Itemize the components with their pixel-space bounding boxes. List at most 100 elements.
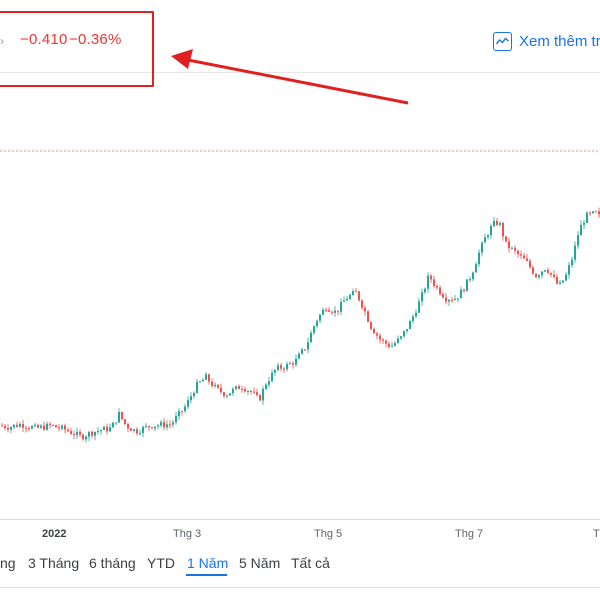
candle-body [250,390,252,392]
candle-body [1,425,3,427]
range-3-months[interactable]: 3 Tháng [28,555,80,571]
candle-body [559,282,561,284]
candle-body [304,349,306,351]
candle-body [151,427,153,429]
candle-body [220,387,222,393]
candle-body [487,235,489,238]
candle-body [238,386,240,389]
candle-body [460,289,462,299]
candle-body [568,265,570,275]
candle-body [571,259,573,266]
candle-body [496,220,498,225]
candle-body [124,419,126,425]
candle-body [319,314,321,321]
candle-body [433,279,435,286]
candle-body [508,241,510,249]
candle-body [325,309,327,311]
candle-body [382,339,384,341]
candle-body [175,416,177,423]
candle-body [274,369,276,373]
candle-body [97,430,99,432]
candle-body [205,374,207,380]
candle-body [349,295,351,299]
candle-body [331,311,333,313]
candle-body [388,343,390,347]
candle-body [214,384,216,387]
candle-body [112,422,114,428]
candle-body [391,345,393,347]
candle-body [574,245,576,260]
candle-body [133,429,135,431]
candle-body [439,287,441,295]
candle-body [298,353,300,359]
candle-body [94,431,96,436]
candle-body [34,424,36,427]
candle-body [367,311,369,322]
candle-body [385,340,387,344]
candle-body [454,298,456,300]
candle-body [100,430,102,432]
candle-body [337,310,339,312]
candle-body [169,424,171,426]
candle-body [361,300,363,308]
candle-body [247,390,249,392]
candle-body [256,392,258,395]
active-range-underline [186,574,227,576]
more-link[interactable]: Xem thêm tr [493,30,600,52]
candle-body [577,235,579,246]
candle-body [280,365,282,369]
candle-body [502,222,504,237]
x-tick-label: Thg 3 [173,528,202,540]
candle-body [16,424,18,427]
range-ytd[interactable]: YTD [147,555,175,571]
candle-body [118,412,120,423]
candle-body [400,336,402,339]
price-change-percent: −0.36% [69,31,122,48]
range-all[interactable]: Tất cả [291,555,330,571]
candle-body [529,260,531,268]
candle-body [148,425,150,428]
candle-body [226,395,228,397]
candle-body [172,422,174,425]
candle-body [301,349,303,354]
candle-body [139,433,141,435]
price-change-absolute: −0.410 [20,31,68,48]
candle-body [166,424,168,428]
candle-body [283,368,285,370]
range-5-years[interactable]: 5 Năm [239,555,281,571]
range-1-year[interactable]: 1 Năm [187,555,229,571]
range-1-month[interactable]: ng [0,555,16,571]
candle-body [211,381,213,387]
candle-body [541,271,543,276]
candle-body [355,291,357,293]
candle-body [142,426,144,434]
candle-body [424,288,426,293]
candle-body [73,433,75,436]
candle-body [157,425,159,427]
candle-body [442,294,444,298]
candle-body [586,212,588,223]
trend-chart-icon [493,31,512,51]
candle-body [286,363,288,370]
annotation-arrow [171,49,409,105]
candle-body [526,258,528,261]
candle-body [520,254,522,256]
candle-body [445,297,447,302]
candle-body [241,388,243,390]
candle-body [67,429,69,432]
candle-body [55,425,57,428]
range-6-months[interactable]: 6 tháng [89,555,136,571]
candle-body [346,298,348,301]
candle-body [91,431,93,436]
candle-body [481,242,483,253]
candle-body [265,384,267,389]
candle-body [103,426,105,431]
candle-body [436,285,438,288]
quote-header [0,0,600,73]
candle-body [58,427,60,429]
candle-body [475,264,477,273]
candle-body [313,326,315,333]
candle-body [268,381,270,385]
candle-body [223,392,225,397]
candle-body [190,396,192,401]
